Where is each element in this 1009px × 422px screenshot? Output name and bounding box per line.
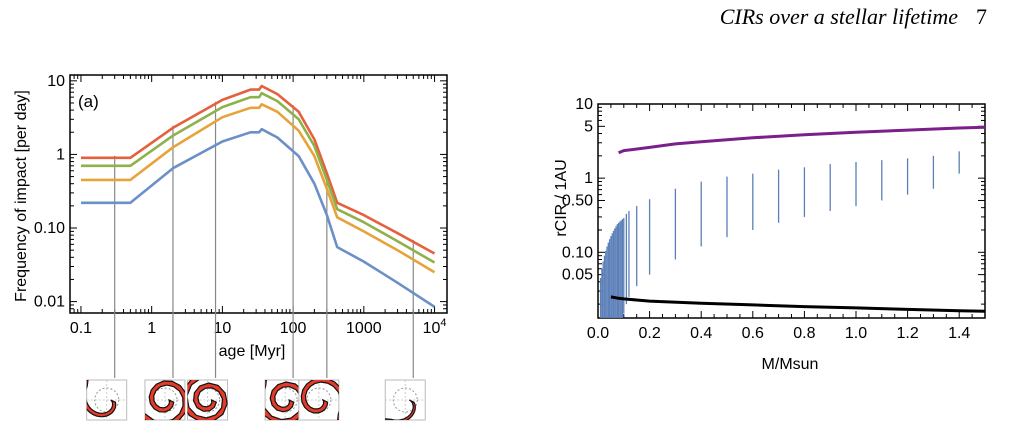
spiral-thumbnails — [86, 379, 426, 421]
right-y-tick-label: 5 — [584, 118, 593, 135]
left-y-axis-label: Frequency of impact [per day] — [13, 90, 30, 302]
spiral-thumbnail — [187, 379, 229, 421]
spiral-thumbnail — [144, 379, 186, 421]
thumbnail-spiral-arm — [385, 399, 416, 420]
thumbnail-spiral-arm — [144, 380, 185, 420]
right-y-tick-label: 0.50 — [562, 192, 593, 209]
right-x-tick-label: 0.8 — [793, 325, 815, 342]
right-y-tick-label: 0.05 — [562, 267, 593, 284]
thumbnail-orbit — [94, 387, 120, 413]
right-plot-area: 0.0 0.2 0.4 0.6 0.8 1.0 1.2 1.4 10 5 1 0.50 0.10 0.05 — [562, 96, 986, 342]
upper-curve — [618, 125, 986, 155]
thumbnail-spiral-arm — [86, 380, 117, 418]
thumbnail-orbit — [392, 387, 418, 413]
frequency-series-line-2 — [81, 91, 436, 264]
right-x-tick-label: 1.2 — [896, 325, 918, 342]
right-y-tick-label: 10 — [575, 96, 593, 113]
panel-label: (a) — [78, 92, 99, 111]
right-x-tick-label: 0.4 — [690, 325, 712, 342]
right-y-axis-label: rCIR / 1AU — [553, 159, 570, 236]
lower-curve — [610, 295, 986, 313]
spiral-thumbnail — [86, 379, 128, 421]
right-x-tick-label: 1.4 — [948, 325, 970, 342]
thumbnail-orbit — [306, 387, 332, 413]
left-y-tick-label: 0.01 — [34, 294, 65, 311]
left-plot-frame — [69, 74, 448, 314]
left-x-tick-label: 1000 — [346, 320, 382, 337]
thumbnail-spiral-arm — [265, 380, 306, 420]
left-x-tick-label: 1 — [147, 320, 156, 337]
frequency-series-line-1 — [81, 84, 436, 255]
right-y-tick-label: 1 — [584, 170, 593, 187]
running-head: CIRs over a stellar lifetime 7 — [720, 4, 987, 30]
spiral-thumbnail — [384, 379, 426, 421]
frequency-series-line-3 — [81, 103, 436, 274]
right-x-tick-label: 0.6 — [742, 325, 764, 342]
spiral-thumbnail — [298, 379, 340, 421]
right-x-tick-label: 1.0 — [845, 325, 867, 342]
left-x-tick-label: 10 — [213, 320, 231, 337]
right-x-tick-label: 0.0 — [587, 325, 609, 342]
left-y-tick-label: 0.10 — [34, 220, 65, 237]
thumbnail-spiral-arm — [187, 380, 228, 420]
left-y-tick-label: 10 — [47, 73, 65, 90]
right-x-axis-label: M/Msun — [762, 356, 819, 373]
thumbnail-spiral-arm — [300, 380, 339, 420]
left-y-tick-label: 1 — [56, 146, 65, 163]
right-y-tick-label: 0.10 — [562, 244, 593, 261]
running-title: CIRs over a stellar lifetime — [719, 4, 958, 29]
left-x-tick-label: 0.1 — [70, 320, 92, 337]
right-x-tick-label: 0.2 — [638, 325, 660, 342]
page-number: 7 — [976, 4, 987, 29]
left-x-axis-label: age [Myr] — [219, 343, 286, 360]
frequency-series-line-4 — [81, 127, 436, 308]
